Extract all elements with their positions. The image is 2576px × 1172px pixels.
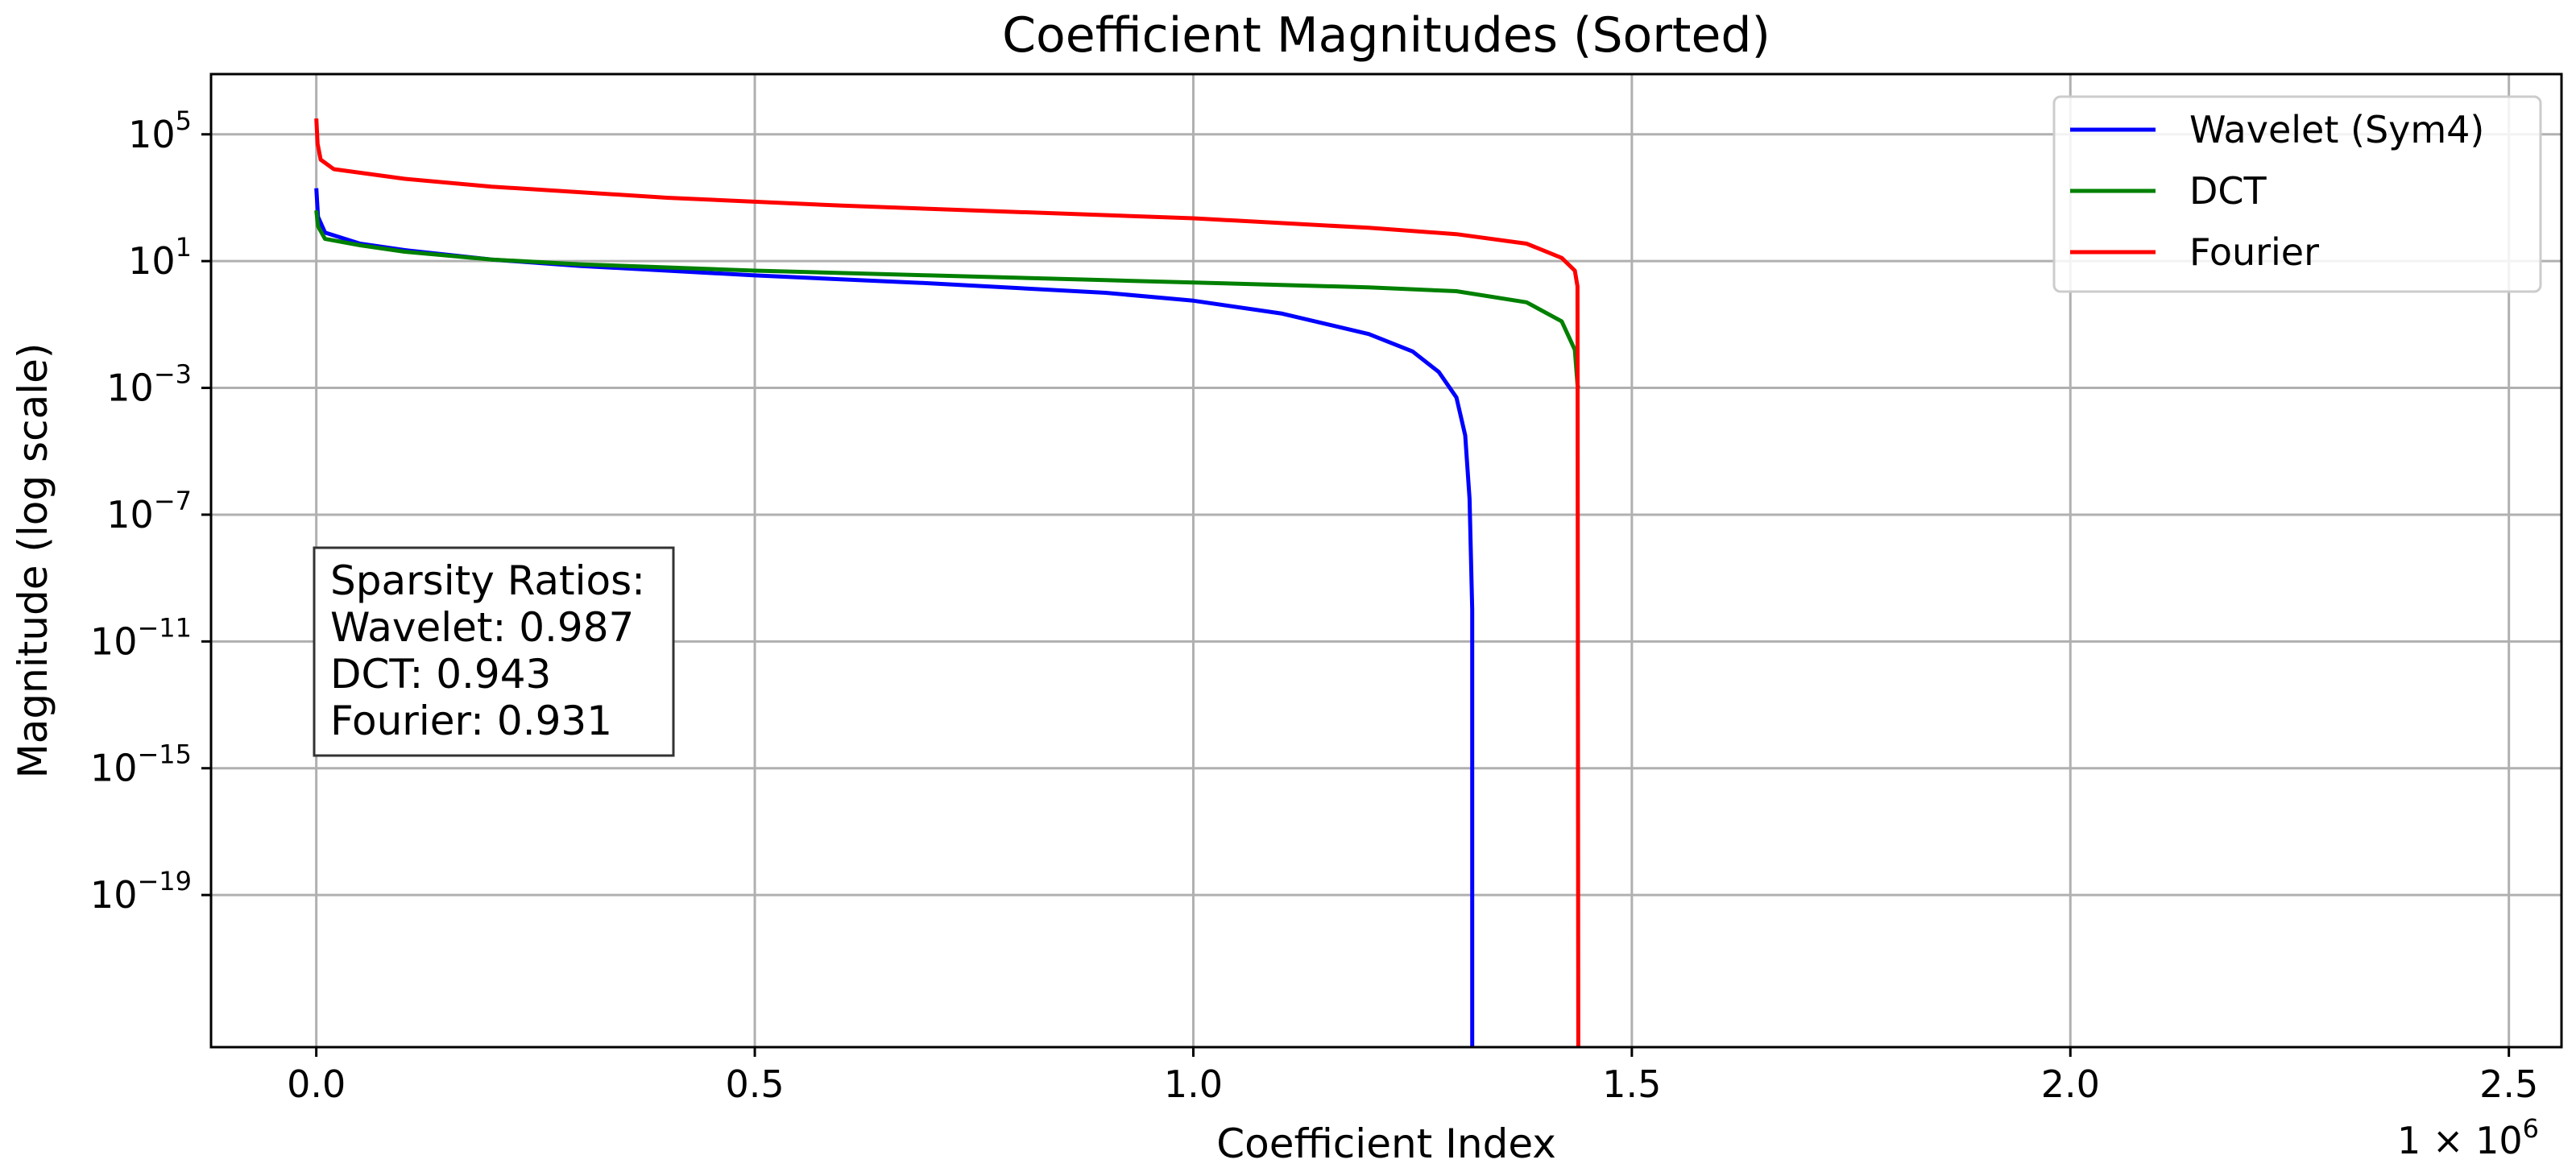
annotation-line: Fourier: 0.931 (330, 698, 612, 744)
legend-label: Fourier (2189, 230, 2319, 274)
y-tick-label: 10−19 (90, 866, 192, 917)
legend-label: Wavelet (Sym4) (2189, 108, 2484, 151)
annotation-line: Sparsity Ratios: (330, 557, 645, 604)
x-tick-label: 0.0 (287, 1062, 346, 1106)
x-tick-label: 2.5 (2479, 1062, 2538, 1106)
legend-box (2052, 95, 2542, 293)
x-tick-label: 2.0 (2041, 1062, 2100, 1106)
x-axis-ticks: 0.0 0.5 1.0 1.5 2.0 2.5 (287, 1047, 2538, 1106)
x-axis-offset-label: 1 × 106 (2397, 1113, 2539, 1162)
y-tick-label: 10−11 (90, 612, 192, 663)
y-tick-label: 105 (128, 106, 192, 156)
y-tick-label: 10−7 (106, 486, 192, 536)
series-lines (314, 118, 1580, 1047)
y-tick-label: 10−3 (106, 359, 192, 410)
x-axis-offset-mantissa: 1 × 10 (2397, 1119, 2523, 1162)
y-axis-ticks: 105 101 10−3 10−7 10−11 10−15 10−19 (90, 106, 211, 917)
x-tick-label: 1.5 (1602, 1062, 1661, 1106)
x-tick-label: 1.0 (1164, 1062, 1223, 1106)
series-line-dct (314, 209, 1580, 389)
sparsity-annotation: Sparsity Ratios: Wavelet: 0.987 DCT: 0.9… (313, 546, 675, 757)
x-axis-label: Coefficient Index (1216, 1120, 1556, 1167)
plot-frame (209, 72, 2563, 1049)
chart-title: Coefficient Magnitudes (Sorted) (1002, 7, 1770, 64)
x-tick-label: 0.5 (725, 1062, 784, 1106)
y-tick-label: 101 (128, 232, 192, 283)
series-line-fourier (314, 118, 1580, 1047)
x-axis-offset-exponent: 6 (2523, 1113, 2539, 1144)
annotation-line: Wavelet: 0.987 (330, 604, 634, 651)
annotation-box (313, 546, 675, 757)
y-tick-label: 10−15 (90, 739, 192, 790)
annotation-line: DCT: 0.943 (330, 651, 551, 698)
legend: Wavelet (Sym4) DCT Fourier (2052, 95, 2542, 293)
legend-label: DCT (2189, 169, 2267, 213)
y-axis-label: Magnitude (log scale) (10, 343, 56, 779)
